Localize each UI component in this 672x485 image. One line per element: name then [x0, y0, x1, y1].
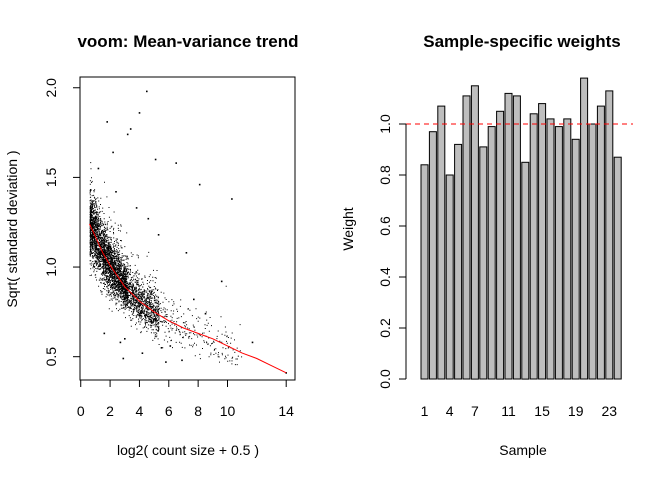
scatter-point — [103, 332, 106, 335]
bar-x-tick-label: 19 — [568, 403, 584, 419]
scatter-point — [181, 359, 183, 362]
weight-bar-sample-13 — [521, 161, 530, 380]
scatter-plot-frame — [79, 76, 296, 381]
scatter-y-axis-label: Sqrt( standard deviation ) — [4, 150, 20, 307]
scatter-point — [135, 207, 138, 209]
scatter-y-tick-label: 1.5 — [43, 167, 59, 187]
bar-x-axis-label: Sample — [499, 442, 547, 458]
weight-bar-sample-18 — [563, 118, 572, 380]
scatter-points — [97, 90, 287, 374]
bar-x-tick-label: 7 — [471, 403, 479, 419]
scatter-x-tick-label: 14 — [278, 403, 294, 419]
scatter-point — [165, 361, 167, 363]
bar-y-tick-label: 0.2 — [377, 318, 393, 338]
bar-y-ticks: 0.0 0.2 0.4 0.6 0.8 1.0 — [377, 114, 406, 389]
weight-bar-sample-4 — [445, 174, 454, 380]
scatter-x-tick-label: 10 — [220, 403, 236, 419]
bar-y-tick-label: 0.4 — [377, 267, 393, 287]
scatter-x-tick-label: 8 — [194, 403, 202, 419]
scatter-x-tick-label: 6 — [165, 403, 173, 419]
scatter-point — [193, 298, 195, 301]
weight-bar-sample-19 — [571, 138, 580, 380]
scatter-point — [175, 162, 177, 164]
weight-bar-sample-17 — [554, 126, 563, 380]
scatter-point — [126, 133, 129, 136]
bar-y-tick-label: 0.8 — [377, 165, 393, 185]
bar-title: Sample-specific weights — [423, 32, 620, 51]
sample-weights-panel: Sample-specific weights 0.0 0.2 0.4 0.6 0.8 1… — [340, 32, 633, 458]
weight-bar-sample-6 — [462, 95, 471, 380]
scatter-x-tick-label: 2 — [106, 403, 114, 419]
scatter-point — [97, 167, 100, 170]
scatter-x-tick-label: 0 — [77, 403, 85, 419]
scatter-point — [185, 252, 188, 254]
weight-bar-sample-15 — [538, 103, 547, 380]
weight-bar-sample-16 — [546, 118, 555, 380]
scatter-point — [129, 128, 132, 130]
scatter-point — [138, 112, 141, 114]
scatter-point — [204, 312, 207, 315]
scatter-point — [147, 217, 150, 220]
weight-bar-sample-14 — [529, 113, 538, 380]
scatter-point — [231, 198, 233, 200]
scatter-point — [157, 234, 160, 236]
scatter-point — [169, 345, 172, 347]
weight-bar-sample-20 — [580, 77, 589, 380]
scatter-point — [141, 352, 144, 354]
bar-x-tick-label: 1 — [421, 403, 429, 419]
scatter-cloud-texture — [89, 162, 243, 366]
weight-bar-sample-11 — [504, 92, 513, 380]
trend-line — [89, 223, 287, 374]
scatter-point — [198, 183, 201, 186]
weight-bar-sample-3 — [437, 105, 446, 380]
weight-bar-sample-23 — [605, 90, 614, 380]
scatter-point — [154, 158, 157, 161]
mean-variance-panel: voom: Mean-variance trend 0 2 4 6 8 10 14 0.5 1… — [4, 32, 299, 458]
scatter-point — [112, 151, 114, 154]
bar-y-tick-label: 0.0 — [377, 369, 393, 389]
scatter-y-tick-label: 0.5 — [43, 347, 59, 367]
scatter-point — [220, 280, 223, 283]
scatter-point — [115, 191, 117, 193]
scatter-point — [124, 338, 126, 340]
weight-bar-sample-24 — [613, 156, 622, 380]
weight-bar-sample-22 — [596, 105, 605, 380]
bar-x-tick-label: 4 — [446, 403, 454, 419]
weight-bar-sample-1 — [420, 164, 429, 380]
scatter-point — [122, 357, 125, 360]
bar-y-axis-label: Weight — [340, 207, 356, 250]
scatter-y-tick-label: 1.0 — [43, 257, 59, 277]
scatter-point — [119, 341, 122, 344]
scatter-x-tick-label: 4 — [136, 403, 144, 419]
weight-bar-sample-7 — [470, 85, 479, 380]
scatter-y-tick-label: 2.0 — [43, 78, 59, 98]
weight-bars — [420, 77, 622, 380]
weight-bar-sample-21 — [588, 123, 597, 380]
scatter-x-ticks: 0 2 4 6 8 10 14 — [77, 380, 294, 419]
weight-bar-sample-5 — [454, 143, 463, 380]
weight-bar-sample-2 — [428, 131, 437, 380]
bar-x-ticks: 1 4 7 11 15 19 23 — [421, 403, 618, 419]
bar-y-tick-label: 1.0 — [377, 114, 393, 134]
weight-bar-sample-9 — [487, 126, 496, 380]
bar-x-tick-label: 23 — [602, 403, 618, 419]
weight-bar-sample-10 — [496, 110, 505, 380]
scatter-y-ticks: 0.5 1.0 1.5 2.0 — [43, 78, 80, 367]
scatter-point — [251, 341, 254, 344]
bar-x-tick-label: 15 — [534, 403, 550, 419]
scatter-point — [146, 90, 148, 93]
bar-y-tick-label: 0.6 — [377, 216, 393, 236]
scatter-point — [285, 372, 287, 374]
scatter-x-axis-label: log2( count size + 0.5 ) — [117, 442, 259, 458]
bar-x-tick-label: 11 — [501, 403, 516, 419]
scatter-point — [160, 347, 163, 349]
scatter-title: voom: Mean-variance trend — [77, 32, 298, 51]
scatter-point-cloud — [89, 162, 243, 366]
weight-bar-sample-8 — [479, 146, 488, 380]
weight-bar-sample-12 — [512, 95, 521, 380]
scatter-point — [106, 121, 108, 123]
